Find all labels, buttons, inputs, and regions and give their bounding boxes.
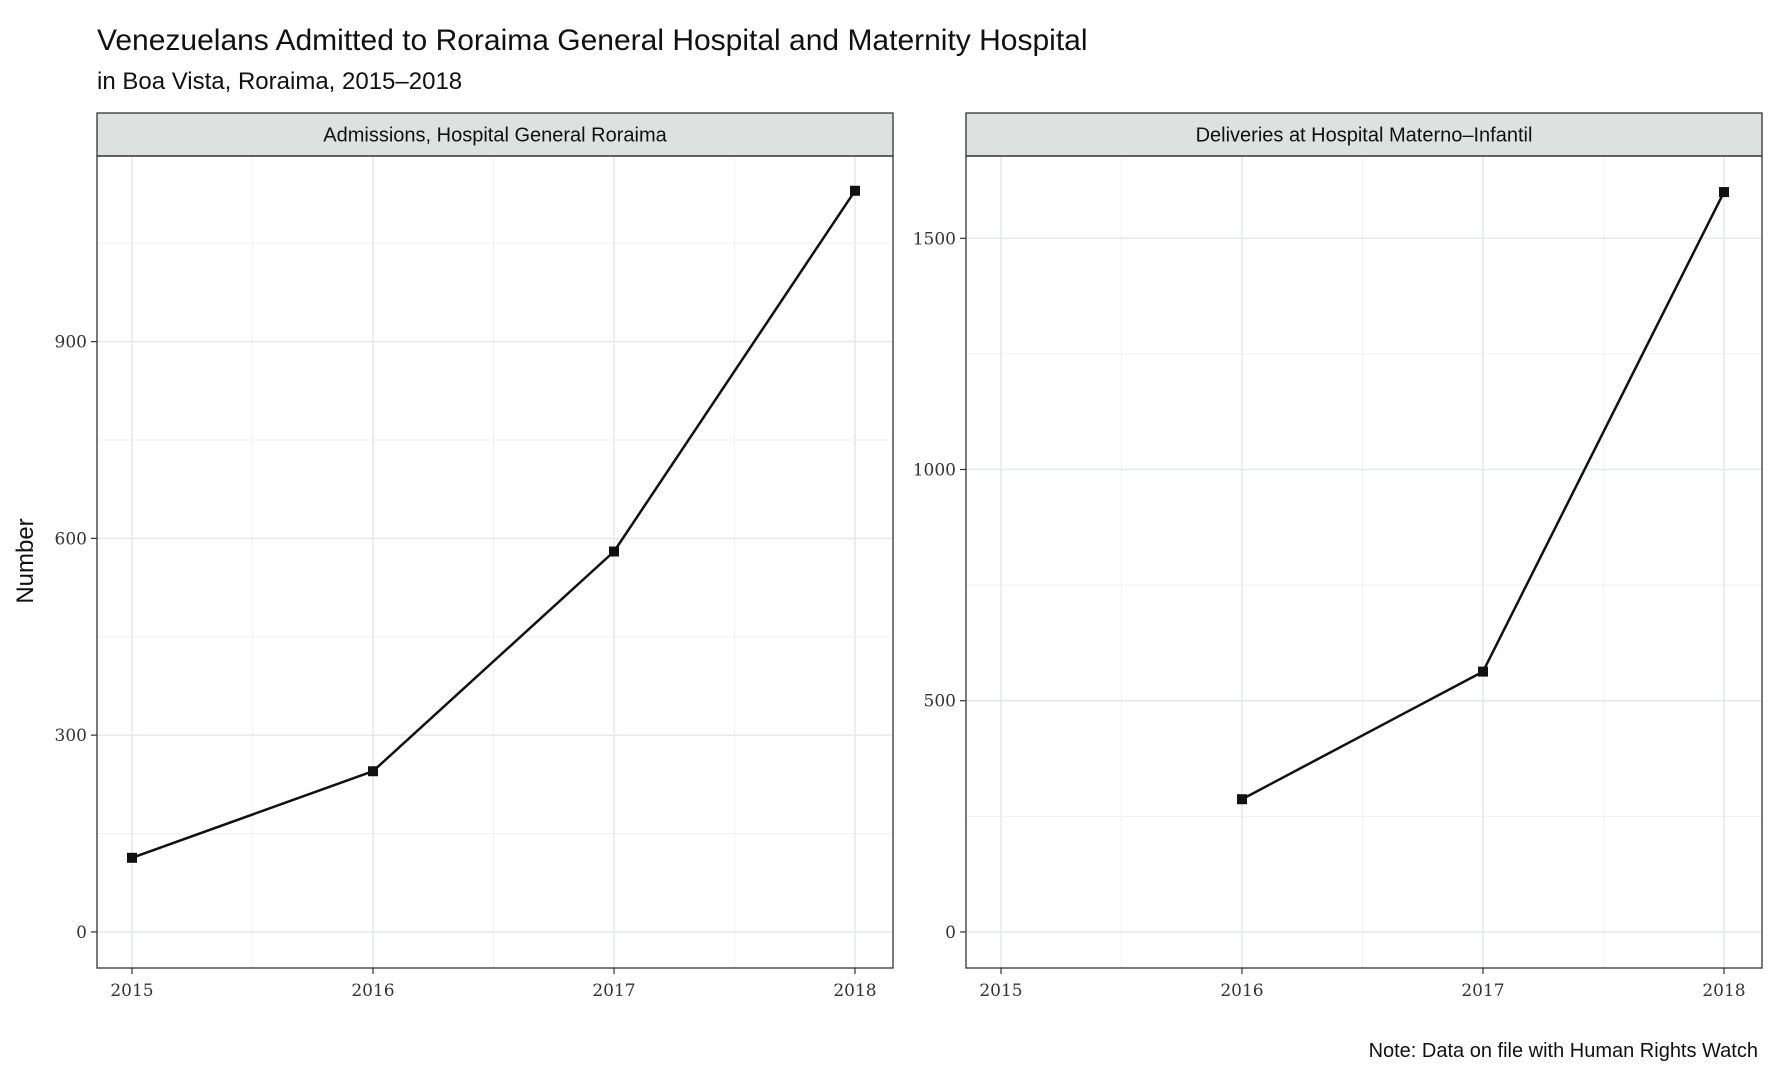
data-point: [850, 185, 860, 196]
x-tick-label: 2018: [833, 981, 876, 1001]
chart-title: Venezuelans Admitted to Roraima General …: [97, 24, 1088, 57]
data-point: [1237, 794, 1247, 805]
data-point: [127, 852, 137, 863]
panel-border: [965, 155, 1763, 969]
x-tick-label: 2016: [1220, 981, 1263, 1001]
facet-strip-label: Deliveries at Hospital Materno–Infantil: [1196, 125, 1533, 147]
x-tick-label: 2018: [1702, 981, 1745, 1001]
facet-strip-label: Admissions, Hospital General Roraima: [323, 125, 667, 147]
x-tick-label: 2015: [979, 981, 1022, 1001]
y-tick-label: 600: [55, 529, 87, 549]
panel-background: [97, 156, 893, 968]
y-tick-label: 500: [924, 692, 956, 712]
data-point: [368, 766, 378, 777]
facet-strip: [96, 112, 894, 157]
y-tick-label: 0: [945, 923, 956, 943]
panel-admissions: Admissions, Hospital General Roraima 0 300…: [55, 112, 894, 1001]
y-tick-label: 1000: [913, 461, 956, 481]
source-note: Note: Data on file with Human Rights Wat…: [1368, 1040, 1758, 1062]
x-tick-label: 2017: [1461, 981, 1504, 1001]
y-tick-label: 0: [76, 923, 87, 943]
series-line: [131, 190, 857, 859]
chart-subtitle: in Boa Vista, Roraima, 2015–2018: [97, 68, 463, 95]
facet-strip: [965, 112, 1763, 157]
data-point: [1719, 187, 1729, 198]
panel-deliveries: Deliveries at Hospital Materno–Infantil 0…: [913, 112, 1763, 1001]
panel-border: [96, 155, 894, 969]
y-tick-label: 1500: [913, 229, 956, 249]
data-point: [1478, 666, 1488, 677]
y-tick-label: 300: [55, 726, 87, 746]
x-tick-label: 2016: [351, 981, 394, 1001]
x-tick-label: 2015: [110, 981, 153, 1001]
x-tick-label: 2017: [592, 981, 635, 1001]
y-tick-label: 900: [55, 333, 87, 353]
panel-background: [966, 156, 1762, 968]
data-point: [609, 546, 619, 557]
